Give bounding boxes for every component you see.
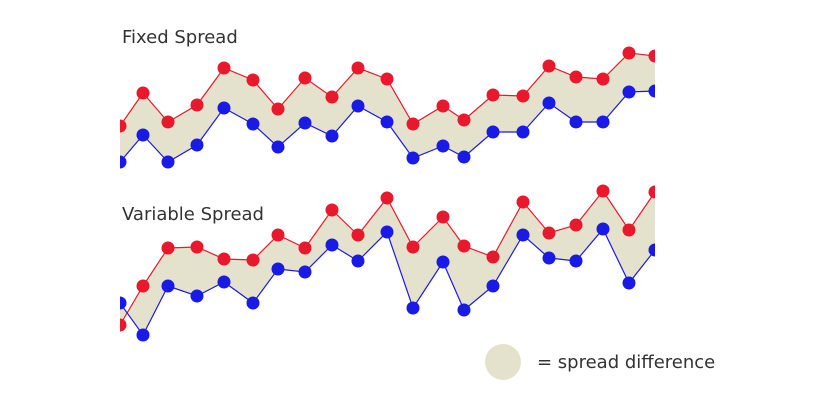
point [351,254,365,268]
point [436,139,450,153]
point [622,85,636,99]
point [298,116,312,130]
point [190,138,204,152]
plots [120,46,655,342]
point [406,301,420,315]
legend-swatch [485,344,521,380]
point [120,296,127,310]
point [136,279,150,293]
point [380,115,394,129]
point [457,113,471,127]
point [486,88,500,102]
point [457,150,471,164]
point [542,251,556,265]
point [190,289,204,303]
point [380,191,394,205]
point [486,250,500,264]
point [569,115,583,129]
point [516,195,530,209]
point [161,155,175,169]
point [325,203,339,217]
point [436,255,450,269]
point [351,61,365,75]
panel-title: Variable Spread [122,204,264,225]
point [542,226,556,240]
point [217,252,231,266]
point [622,223,636,237]
panel-title: Fixed Spread [122,27,238,48]
point [161,115,175,129]
point [648,185,655,199]
point [246,117,260,131]
point [516,125,530,139]
point [325,90,339,104]
point [569,70,583,84]
point [457,239,471,253]
point [298,265,312,279]
point [136,128,150,142]
point [136,328,150,342]
point [569,254,583,268]
point [457,303,471,317]
point [351,228,365,242]
point [542,59,556,73]
point [596,222,610,236]
point [325,238,339,252]
point [380,72,394,86]
point [120,318,127,332]
point [516,228,530,242]
point [298,71,312,85]
point [436,210,450,224]
point [648,243,655,257]
point [542,96,556,110]
legend-label: = spread difference [537,352,715,373]
point [380,225,394,239]
point [486,125,500,139]
point [271,262,285,276]
point [161,241,175,255]
point [217,275,231,289]
point [298,241,312,255]
point [569,218,583,232]
point [622,276,636,290]
point [136,86,150,100]
point [217,101,231,115]
point [271,102,285,116]
point [246,73,260,87]
point [190,98,204,112]
point [406,151,420,165]
point [486,279,500,293]
point [190,240,204,254]
point [648,49,655,63]
point [246,253,260,267]
point [596,115,610,129]
point [271,140,285,154]
point [120,155,127,169]
point [161,279,175,293]
point [271,228,285,242]
spread-area [120,53,655,162]
point [406,117,420,131]
point [246,296,260,310]
point [325,129,339,143]
point [406,240,420,254]
point [596,72,610,86]
point [516,89,530,103]
point [217,61,231,75]
point [351,99,365,113]
point [120,119,127,133]
point [436,99,450,113]
point [648,84,655,98]
point [596,184,610,198]
point [622,46,636,60]
